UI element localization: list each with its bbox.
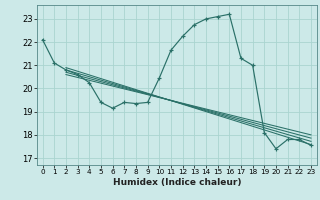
X-axis label: Humidex (Indice chaleur): Humidex (Indice chaleur)	[113, 178, 241, 187]
